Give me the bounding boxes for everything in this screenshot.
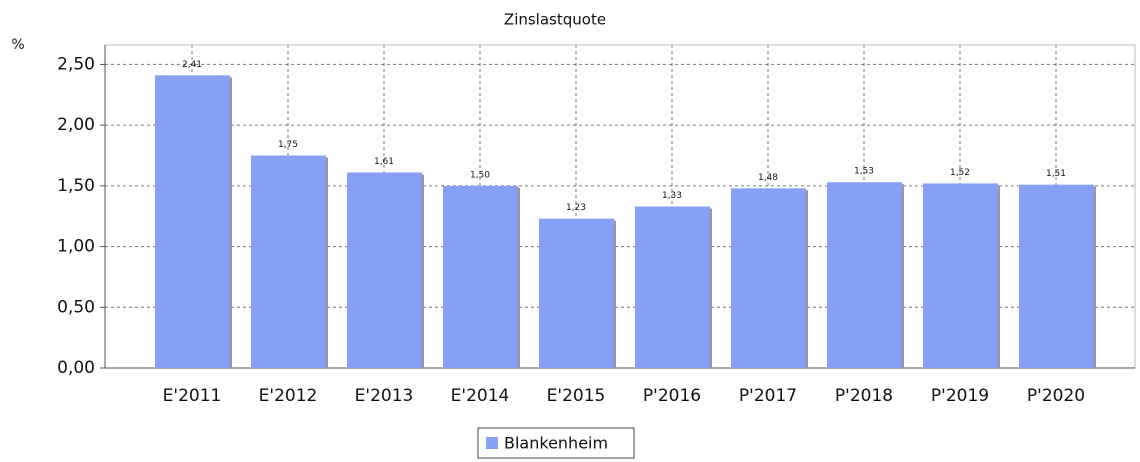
bar [923, 183, 998, 368]
bar [443, 185, 518, 368]
data-label: 1,50 [470, 170, 490, 180]
x-tick-label: P'2019 [931, 386, 989, 406]
y-tick-label: 0,00 [57, 358, 95, 378]
x-tick-label: P'2018 [835, 386, 893, 406]
bar [539, 218, 614, 368]
bar [251, 155, 326, 368]
x-tick-label: E'2013 [355, 386, 414, 406]
x-tick-label: E'2011 [163, 386, 222, 406]
legend-label: Blankenheim [504, 434, 608, 453]
y-axis-label: % [11, 37, 24, 53]
data-label: 1,53 [854, 167, 874, 177]
chart-title: Zinslastquote [504, 11, 606, 29]
bar [731, 188, 806, 368]
x-tick-label: E'2014 [451, 386, 510, 406]
y-tick-label: 1,00 [57, 237, 95, 257]
data-label: 1,23 [566, 203, 586, 213]
x-tick-label: P'2016 [643, 386, 701, 406]
bar [155, 75, 230, 368]
legend-box [477, 427, 635, 459]
data-label: 1,52 [950, 168, 970, 178]
x-tick-label: E'2012 [259, 386, 318, 406]
bar [827, 182, 902, 368]
data-label: 2,41 [182, 60, 202, 70]
x-tick-label: E'2015 [547, 386, 606, 406]
data-label: 1,75 [278, 140, 298, 150]
bar [347, 172, 422, 368]
data-label: 1,48 [758, 173, 778, 183]
bar [635, 206, 710, 368]
y-tick-label: 1,50 [57, 176, 95, 196]
y-tick-label: 0,50 [57, 297, 95, 317]
y-tick-label: 2,50 [57, 54, 95, 74]
data-label: 1,61 [374, 157, 394, 167]
data-label: 1,33 [662, 191, 682, 201]
bar [1019, 184, 1094, 368]
x-tick-label: P'2017 [739, 386, 797, 406]
legend-swatch [486, 437, 498, 449]
y-tick-label: 2,00 [57, 115, 95, 135]
x-tick-label: P'2020 [1027, 386, 1085, 406]
data-label: 1,51 [1046, 169, 1066, 179]
